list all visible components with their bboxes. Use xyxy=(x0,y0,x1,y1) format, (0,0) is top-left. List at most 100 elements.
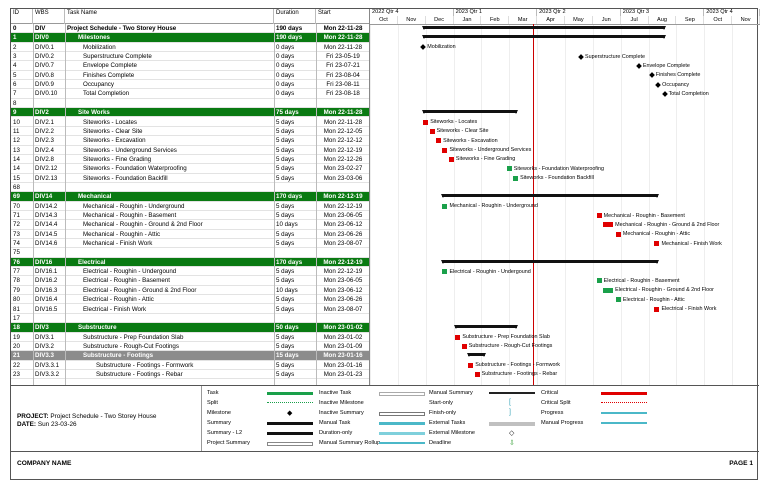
milestone-marker[interactable] xyxy=(655,81,661,88)
summary-bar[interactable] xyxy=(441,194,659,199)
critical-task-bar[interactable] xyxy=(654,241,660,247)
table-row[interactable]: 4 DIV0.7 Envelope Complete 0 days Fri 23-07-… xyxy=(11,61,369,71)
critical-task-bar[interactable] xyxy=(442,147,448,153)
table-row[interactable]: 14 DIV2.12 Siteworks - Foundation Waterpro… xyxy=(11,164,369,174)
critical-task-bar[interactable] xyxy=(474,371,480,377)
table-row[interactable]: 6 DIV0.9 Occupancy 0 days Fri 23-08-11 xyxy=(11,80,369,90)
table-row[interactable]: 78 DIV16.2 Electrical - Roughin - Basement… xyxy=(11,276,369,286)
col-duration-header[interactable]: Duration xyxy=(274,9,316,24)
gantt-bar-label: Mechanical - Finish Work xyxy=(661,240,722,247)
table-row[interactable]: 2 DIV0.1 Mobilization 0 days Mon 22-11-28 xyxy=(11,43,369,53)
table-row[interactable]: 23 DIV3.3.2 Substructure - Footings - Reba… xyxy=(11,370,369,380)
cell-name: Siteworks - Fine Grading xyxy=(83,155,152,163)
summary-bar[interactable] xyxy=(422,35,666,40)
summary-bar[interactable] xyxy=(454,325,519,330)
summary-bar[interactable] xyxy=(441,259,659,264)
cell-id: 8 xyxy=(13,99,17,107)
critical-task-bar[interactable] xyxy=(429,128,435,134)
summary-bar[interactable] xyxy=(422,110,518,115)
critical-task-bar[interactable] xyxy=(448,156,454,162)
cell-duration xyxy=(276,248,316,257)
table-row[interactable]: 1 DIV0 Milestones 190 days Mon 22-11-28 xyxy=(11,33,369,43)
critical-task-bar[interactable] xyxy=(423,119,429,125)
table-row[interactable]: 17 xyxy=(11,314,369,324)
cell-duration: 5 days xyxy=(276,165,295,173)
critical-task-bar[interactable] xyxy=(461,343,467,349)
table-row[interactable]: 71 DIV14.3 Mechanical - Roughin - Basement… xyxy=(11,211,369,221)
task-bar[interactable] xyxy=(442,203,448,209)
table-row[interactable]: 15 DIV2.13 Siteworks - Foundation Backfill… xyxy=(11,174,369,183)
critical-task-bar[interactable] xyxy=(468,362,474,368)
table-row[interactable]: 13 DIV2.4 Siteworks - Underground Services… xyxy=(11,146,369,155)
task-bar[interactable] xyxy=(615,297,621,303)
cell-id: 71 xyxy=(13,212,20,219)
table-row[interactable]: 3 DIV0.2 Superstructure Complete 0 days Fri … xyxy=(11,52,369,62)
critical-task-bar[interactable] xyxy=(603,222,614,228)
cell-start: Mon 22-12-26 xyxy=(323,155,363,163)
cell-wbs: DIV0 xyxy=(35,34,49,42)
table-row[interactable]: 81 DIV16.5 Electrical - Finish Work 5 days M… xyxy=(11,305,369,314)
milestone-marker[interactable] xyxy=(661,91,668,97)
cell-id: 17 xyxy=(13,314,20,322)
cell-duration: 5 days xyxy=(276,137,295,145)
table-row[interactable]: 68 xyxy=(11,183,369,193)
table-row[interactable]: 14 DIV2.8 Siteworks - Fine Grading 5 days Mo… xyxy=(11,155,369,165)
col-wbs-header[interactable]: WBS xyxy=(33,9,65,24)
table-row[interactable]: 5 DIV0.8 Finishes Complete 0 days Fri 23-08-… xyxy=(11,71,369,81)
summary-bar[interactable] xyxy=(467,353,486,358)
table-row[interactable]: 80 DIV16.4 Electrical - Roughin - Attic 5 d… xyxy=(11,295,369,305)
cell-wbs: DIV2.8 xyxy=(35,155,54,163)
table-row[interactable]: 79 DIV16.3 Electrical - Roughin - Ground &… xyxy=(11,286,369,296)
table-row[interactable]: 20 DIV3.2 Substructure - Rough-Cut Footing… xyxy=(11,342,369,352)
month-gridline xyxy=(676,24,678,385)
table-row[interactable]: 21 DIV3.3 Substructure - Footings 15 days Mo… xyxy=(11,351,369,361)
quarter-label: 2023 Qtr 4 xyxy=(704,9,760,16)
table-row[interactable]: 75 xyxy=(11,248,369,258)
quarter-label: 2023 Qtr 3 xyxy=(621,9,705,16)
table-row[interactable]: 18 DIV3 Substructure 50 days Mon 23-01-02 xyxy=(11,323,369,333)
milestone-marker[interactable] xyxy=(578,53,584,60)
cell-name: Occupancy xyxy=(83,81,114,89)
critical-task-bar[interactable] xyxy=(596,213,602,218)
table-row[interactable]: 8 xyxy=(11,99,369,109)
table-row[interactable]: 70 DIV14.2 Mechanical - Roughin - Undergro… xyxy=(11,202,369,211)
milestone-marker[interactable] xyxy=(636,63,642,69)
task-bar[interactable] xyxy=(442,269,448,275)
table-row[interactable]: 22 DIV3.3.1 Substructure - Footings - Form… xyxy=(11,361,369,370)
col-id-header[interactable]: ID xyxy=(11,9,33,24)
table-row[interactable]: 72 DIV14.4 Mechanical - Roughin - Ground &… xyxy=(11,220,369,230)
table-row[interactable]: 12 DIV2.3 Siteworks - Excavation 5 days Mon … xyxy=(11,136,369,146)
cell-id: 81 xyxy=(13,305,20,313)
table-row[interactable]: 73 DIV14.5 Mechanical - Roughin - Attic 5 d… xyxy=(11,230,369,240)
table-row[interactable]: 10 DIV2.1 Siteworks - Locates 5 days Mon 22-… xyxy=(11,118,369,127)
task-bar[interactable] xyxy=(513,175,519,181)
table-row[interactable]: 11 DIV2.2 Siteworks - Clear Site 5 days Mon … xyxy=(11,127,369,137)
col-start-header[interactable]: Start xyxy=(318,10,331,16)
cell-duration: 190 days xyxy=(276,34,303,42)
table-row[interactable]: 74 DIV14.6 Mechanical - Finish Work 5 days M… xyxy=(11,239,369,249)
table-row[interactable]: 69 DIV14 Mechanical 170 days Mon 22-12-19 xyxy=(11,192,369,202)
critical-task-bar[interactable] xyxy=(615,231,621,237)
milestone-marker[interactable] xyxy=(648,72,655,79)
summary-bar[interactable] xyxy=(422,26,666,30)
cell-name: Siteworks - Excavation xyxy=(83,137,146,145)
legend-label: Manual Summary Rollup xyxy=(319,440,381,446)
table-row[interactable]: 77 DIV16.1 Electrical - Roughin - Undergou… xyxy=(11,267,369,277)
cell-start: Mon 22-12-19 xyxy=(323,193,363,201)
table-row[interactable]: 76 DIV16 Electrical 170 days Mon 22-12-19 xyxy=(11,257,369,268)
col-name-header[interactable]: Task Name xyxy=(65,9,274,24)
task-bar[interactable] xyxy=(603,287,614,293)
critical-task-bar[interactable] xyxy=(654,306,660,312)
cell-start: Mon 22-11-28 xyxy=(323,34,363,42)
critical-task-bar[interactable] xyxy=(436,138,442,144)
table-row[interactable]: 9 DIV2 Site Works 75 days Mon 22-11-28 xyxy=(11,108,369,118)
table-row[interactable]: 19 DIV3.1 Substructure - Prep Foundation S… xyxy=(11,333,369,342)
cell-duration: 5 days xyxy=(276,174,295,182)
task-bar[interactable] xyxy=(596,278,602,284)
table-row[interactable]: 7 DIV0.10 Total Completion 0 days Fri 23-08-… xyxy=(11,89,369,99)
critical-task-bar[interactable] xyxy=(455,334,461,340)
cell-wbs: DIV16.5 xyxy=(35,305,58,313)
table-row[interactable]: 0 DIV Project Schedule - Two Storey House 1… xyxy=(11,24,369,34)
cell-start: Mon 23-01-09 xyxy=(323,342,363,350)
task-bar[interactable] xyxy=(506,166,512,172)
